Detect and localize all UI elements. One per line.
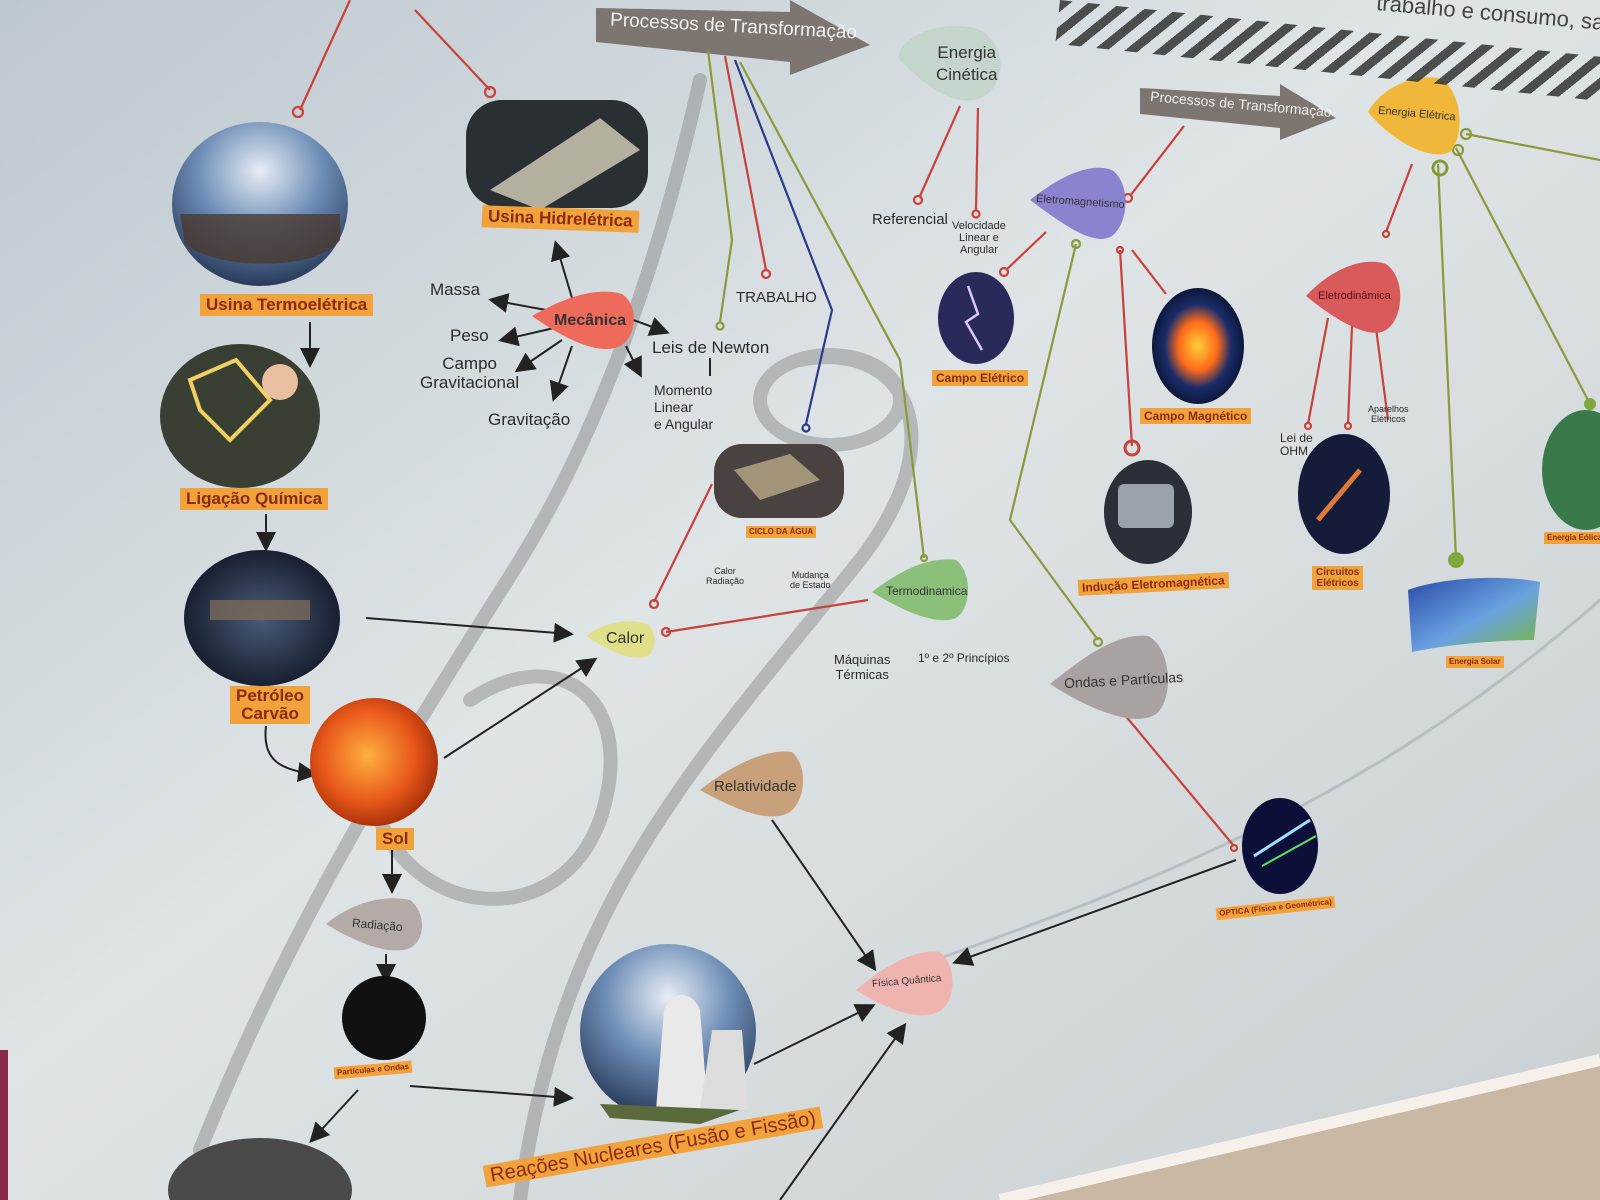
- term-referencial: Referencial: [872, 211, 948, 228]
- sol-photo: [310, 698, 438, 826]
- term-peso: Peso: [450, 326, 489, 345]
- tag-circuitos-eletricos: Circuitos Elétricos: [1312, 566, 1364, 590]
- node-relatividade: Relatividade: [714, 778, 797, 795]
- tag-petroleo-carvao: Petróleo Carvão: [230, 686, 311, 724]
- circuitos-eletricos-photo: [1298, 434, 1390, 554]
- term-massa: Massa: [430, 280, 481, 299]
- term-campo-gravitacional: Campo Gravitacional: [420, 354, 520, 392]
- node-mecanica: Mecânica: [554, 312, 627, 329]
- campo-magnetico-photo: [1152, 288, 1244, 404]
- tag-ciclo-agua: CICLO DA ÁGUA: [746, 526, 817, 538]
- term-velocidade: Velocidade Linear e Angular: [952, 220, 1006, 256]
- tag-energia-eolica: Energia Eólica: [1544, 532, 1600, 544]
- term-mudanca-estado: Mudança de Estado: [790, 570, 831, 590]
- node-energia-cinetica: Energia Cinética: [936, 43, 998, 84]
- tag-campo-magnetico: Campo Magnético: [1140, 408, 1252, 424]
- tag-sol: Sol: [376, 828, 415, 850]
- tag-usina-termoeletrica: Usina Termoelétrica: [200, 294, 374, 316]
- node-termodinamica: Termodinamica: [886, 584, 968, 598]
- term-lei-ohm: Lei de OHM: [1280, 431, 1313, 458]
- tag-energia-solar: Energia Solar: [1446, 656, 1504, 668]
- tag-ligacao-quimica: Ligação Química: [180, 488, 329, 510]
- energia-solar-photo: [1408, 577, 1540, 652]
- tag-campo-eletrico: Campo Elétrico: [932, 370, 1029, 386]
- energia-eolica-photo: [1542, 410, 1600, 530]
- transform-arrow-1-shape: [596, 0, 870, 75]
- node-calor: Calor: [606, 630, 645, 647]
- optica-photo: [1242, 798, 1318, 894]
- transform-arrow-2-shape: [1140, 84, 1336, 140]
- node-eletrodinamica: Eletrodinâmica: [1318, 290, 1391, 302]
- term-aparelhos-eletricos: Aparelhos Elétricos: [1368, 404, 1409, 424]
- bottom-photo: [168, 1138, 352, 1200]
- term-leis-newton: Leis de Newton: [652, 338, 770, 357]
- term-principios: 1º e 2º Princípios: [918, 651, 1010, 665]
- campo-eletrico-photo: [938, 272, 1014, 364]
- term-momento: Momento Linear e Angular: [654, 382, 714, 432]
- term-trabalho: TRABALHO: [736, 289, 817, 306]
- term-maquinas-termicas: Máquinas Térmicas: [834, 652, 891, 682]
- particulas-ondas-photo: [342, 976, 426, 1060]
- term-calor-radiacao: Calor Radiação: [706, 566, 745, 586]
- term-gravitacao: Gravitação: [488, 410, 571, 429]
